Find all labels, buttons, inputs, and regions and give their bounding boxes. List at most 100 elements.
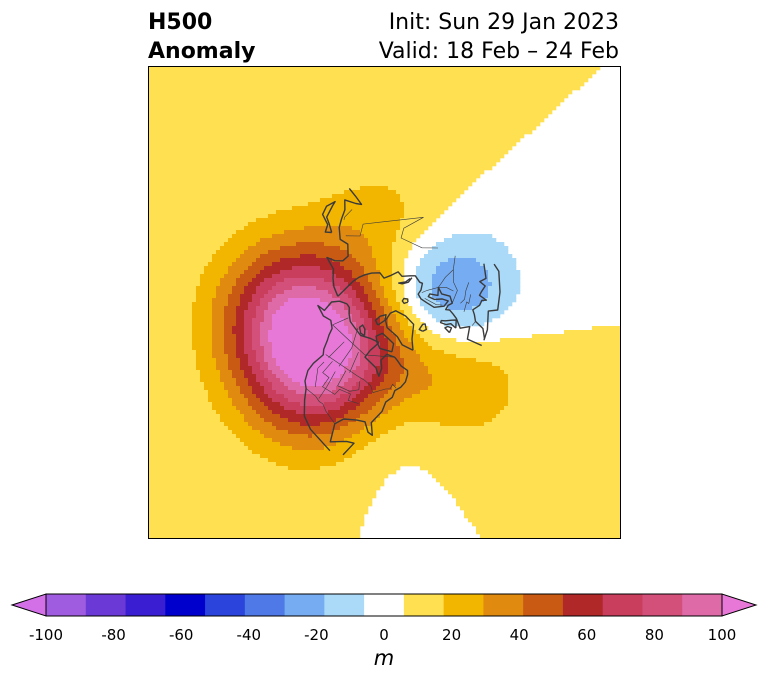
- anomaly-cell: [448, 182, 453, 187]
- anomaly-cell: [236, 126, 241, 131]
- anomaly-cell: [508, 82, 513, 87]
- anomaly-cell: [400, 110, 405, 115]
- anomaly-cell: [196, 190, 201, 195]
- anomaly-cell: [200, 130, 205, 135]
- anomaly-cell: [304, 202, 309, 207]
- anomaly-cell: [320, 110, 325, 115]
- anomaly-cell: [360, 222, 365, 227]
- anomaly-cell: [464, 82, 469, 87]
- anomaly-cell: [412, 178, 417, 183]
- anomaly-cell: [372, 194, 377, 199]
- anomaly-cell: [388, 214, 393, 219]
- anomaly-cell: [336, 142, 341, 147]
- anomaly-cell: [148, 158, 153, 163]
- anomaly-cell: [440, 74, 445, 79]
- anomaly-cell: [396, 230, 401, 235]
- anomaly-cell: [368, 254, 373, 259]
- anomaly-cell: [256, 162, 261, 167]
- anomaly-cell: [316, 254, 321, 259]
- anomaly-cell: [332, 70, 337, 75]
- anomaly-cell: [480, 118, 485, 123]
- anomaly-cell: [424, 186, 429, 191]
- anomaly-cell: [240, 86, 245, 91]
- anomaly-cell: [256, 70, 261, 75]
- anomaly-cell: [476, 170, 481, 175]
- anomaly-cell: [148, 206, 153, 211]
- anomaly-cell: [172, 66, 177, 71]
- anomaly-cell: [400, 94, 405, 99]
- anomaly-cell: [248, 226, 253, 231]
- anomaly-cell: [156, 206, 161, 211]
- anomaly-cell: [236, 174, 241, 179]
- anomaly-cell: [552, 78, 557, 83]
- anomaly-cell: [356, 266, 361, 271]
- anomaly-cell: [148, 162, 153, 167]
- anomaly-cell: [368, 130, 373, 135]
- anomaly-cell: [424, 262, 429, 267]
- anomaly-cell: [428, 82, 433, 87]
- anomaly-cell: [156, 238, 161, 243]
- anomaly-cell: [432, 254, 437, 259]
- anomaly-cell: [364, 242, 369, 247]
- anomaly-cell: [212, 110, 217, 115]
- anomaly-cell: [256, 234, 261, 239]
- anomaly-cell: [352, 142, 357, 147]
- anomaly-cell: [372, 226, 377, 231]
- anomaly-cell: [436, 162, 441, 167]
- anomaly-cell: [156, 102, 161, 107]
- anomaly-cell: [332, 178, 337, 183]
- anomaly-cell: [312, 118, 317, 123]
- anomaly-cell: [552, 86, 557, 91]
- anomaly-cell: [228, 202, 233, 207]
- anomaly-cell: [168, 110, 173, 115]
- anomaly-cell: [168, 178, 173, 183]
- anomaly-cell: [192, 206, 197, 211]
- anomaly-cell: [164, 206, 169, 211]
- anomaly-cell: [324, 162, 329, 167]
- anomaly-cell: [300, 126, 305, 131]
- anomaly-cell: [184, 74, 189, 79]
- anomaly-cell: [260, 174, 265, 179]
- anomaly-cell: [396, 110, 401, 115]
- anomaly-cell: [224, 142, 229, 147]
- anomaly-cell: [340, 102, 345, 107]
- anomaly-cell: [304, 106, 309, 111]
- anomaly-cell: [304, 114, 309, 119]
- anomaly-cell: [472, 154, 477, 159]
- anomaly-cell: [408, 138, 413, 143]
- anomaly-cell: [292, 234, 297, 239]
- anomaly-cell: [244, 230, 249, 235]
- anomaly-cell: [344, 258, 349, 263]
- anomaly-cell: [236, 154, 241, 159]
- anomaly-cell: [276, 278, 281, 283]
- anomaly-cell: [164, 90, 169, 95]
- anomaly-cell: [520, 130, 525, 135]
- anomaly-cell: [212, 158, 217, 163]
- anomaly-cell: [352, 246, 357, 251]
- anomaly-cell: [276, 106, 281, 111]
- anomaly-cell: [240, 274, 245, 279]
- anomaly-cell: [424, 226, 429, 231]
- anomaly-cell: [360, 146, 365, 151]
- anomaly-cell: [360, 162, 365, 167]
- anomaly-cell: [492, 162, 497, 167]
- anomaly-cell: [292, 166, 297, 171]
- anomaly-cell: [176, 222, 181, 227]
- anomaly-cell: [472, 242, 477, 247]
- anomaly-cell: [308, 274, 313, 279]
- anomaly-cell: [240, 230, 245, 235]
- anomaly-cell: [468, 278, 473, 283]
- anomaly-cell: [248, 142, 253, 147]
- anomaly-cell: [392, 66, 397, 71]
- anomaly-cell: [364, 266, 369, 271]
- anomaly-cell: [264, 138, 269, 143]
- anomaly-cell: [436, 206, 441, 211]
- anomaly-cell: [304, 118, 309, 123]
- anomaly-cell: [364, 126, 369, 131]
- anomaly-cell: [360, 262, 365, 267]
- anomaly-cell: [172, 118, 177, 123]
- anomaly-cell: [364, 150, 369, 155]
- anomaly-cell: [304, 102, 309, 107]
- anomaly-cell: [432, 118, 437, 123]
- anomaly-cell: [248, 218, 253, 223]
